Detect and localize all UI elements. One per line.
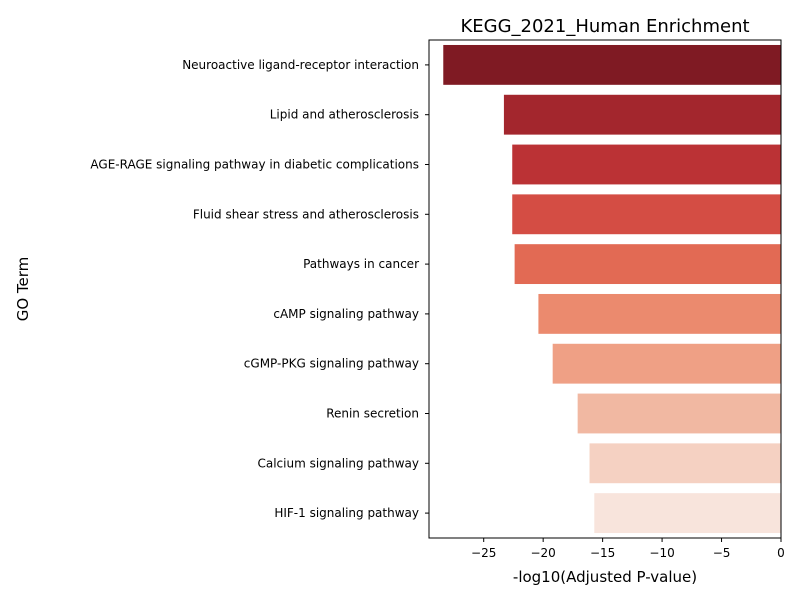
category-label: AGE-RAGE signaling pathway in diabetic c…	[90, 158, 419, 172]
category-label: Calcium signaling pathway	[257, 456, 419, 470]
bar	[514, 244, 781, 285]
bar	[577, 393, 781, 434]
bar	[538, 293, 781, 334]
bar	[594, 493, 781, 534]
category-label: cAMP signaling pathway	[273, 307, 419, 321]
bar	[589, 443, 781, 484]
x-tick-label: −15	[590, 546, 615, 560]
x-axis-label: -log10(Adjusted P-value)	[513, 568, 697, 586]
category-label: HIF-1 signaling pathway	[274, 506, 419, 520]
category-label: Lipid and atherosclerosis	[270, 108, 419, 122]
bar	[512, 194, 781, 235]
bars-group	[443, 44, 781, 534]
x-tick-label: −10	[649, 546, 674, 560]
x-tick-label: −25	[471, 546, 496, 560]
bar	[443, 44, 781, 85]
category-label: Fluid shear stress and atherosclerosis	[193, 207, 419, 221]
category-label: Renin secretion	[326, 407, 419, 421]
x-tick-label: 0	[777, 546, 785, 560]
chart-title: KEGG_2021_Human Enrichment	[460, 16, 749, 37]
x-axis-ticks: −25 −20 −15 −10 −5 0	[471, 538, 785, 560]
category-label: Neuroactive ligand-receptor interaction	[182, 58, 419, 72]
bar	[552, 343, 781, 384]
x-tick-label: −20	[530, 546, 555, 560]
category-label: Pathways in cancer	[303, 257, 419, 271]
bar	[503, 94, 781, 135]
category-label: cGMP-PKG signaling pathway	[244, 357, 419, 371]
bar	[512, 144, 781, 185]
plot-frame	[428, 39, 782, 539]
y-axis-label: GO Term	[14, 257, 32, 322]
x-tick-label: −5	[713, 546, 731, 560]
category-labels: Neuroactive ligand-receptor interaction L…	[90, 58, 429, 520]
